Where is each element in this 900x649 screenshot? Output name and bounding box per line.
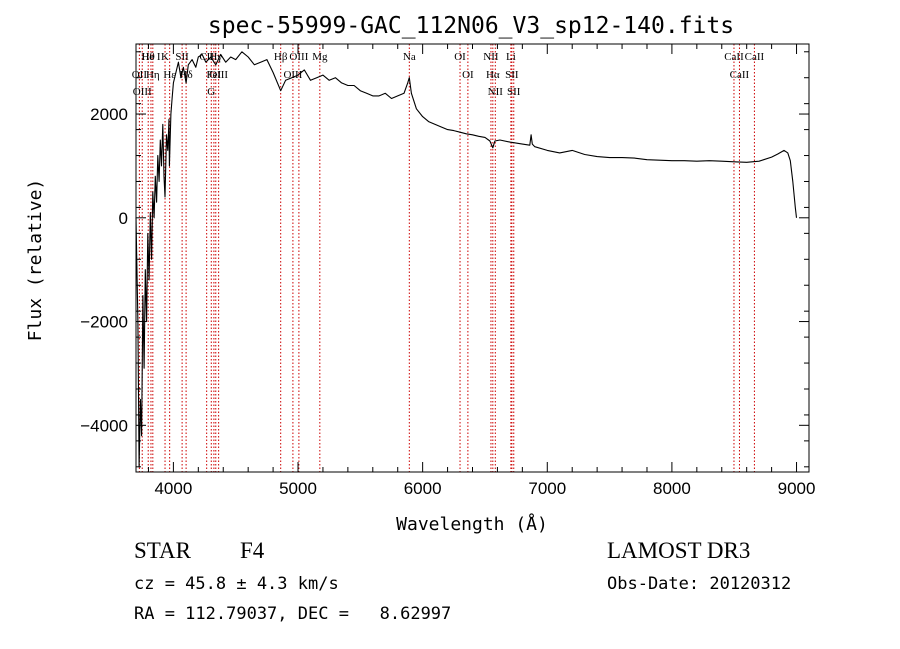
spectral-line-label: NII <box>488 86 504 98</box>
flux-line <box>135 51 798 468</box>
spectral-line-label: OII <box>132 69 148 81</box>
spectral-line-label: He I <box>141 51 161 63</box>
y-tick-label: −2000 <box>80 313 128 332</box>
x-tick-label: 5000 <box>279 479 317 498</box>
spectral-line-label: OIII <box>209 69 228 81</box>
survey-name: LAMOST DR3 <box>607 538 751 563</box>
spectral-line-label: CaII <box>745 51 765 63</box>
coordinates: RA = 112.79037, DEC = 8.62997 <box>134 604 452 624</box>
axes <box>135 43 810 473</box>
spectral-line-label: G <box>207 86 215 98</box>
spectral-line-label: K <box>161 51 169 63</box>
spectral-line-label: SII <box>505 69 519 81</box>
redshift-cz: cz = 45.8 ± 4.3 km/s <box>134 574 339 594</box>
spectral-line-label: OIII <box>133 86 152 98</box>
spectral-line-label: Hθ <box>142 51 155 63</box>
plot-frame <box>135 43 810 473</box>
spectral-line-label: OI <box>462 69 474 81</box>
spectral-lines <box>138 44 755 472</box>
spectral-line-label: Hε <box>163 69 176 81</box>
spectral-line-label: OIII <box>283 69 302 81</box>
spectral-line-label: Hβ <box>274 51 288 63</box>
spectral-line-label: NII <box>483 51 499 63</box>
x-tick-label: 9000 <box>778 479 816 498</box>
spectral-line-label: CaII <box>724 51 744 63</box>
x-tick-label: 4000 <box>154 479 192 498</box>
y-tick-label: 2000 <box>90 105 128 124</box>
y-tick-label: 0 <box>119 209 128 228</box>
flux-series <box>135 51 798 468</box>
spectral-line-label: SII <box>175 51 189 63</box>
spectral-line-label: Hδ <box>180 69 193 81</box>
observation-date: Obs-Date: 20120312 <box>607 574 792 594</box>
chart-title: spec-55999-GAC_112N06_V3_sp12-140.fits <box>208 13 734 39</box>
spectral-line-label: OI <box>454 51 466 63</box>
y-tick-label: −4000 <box>80 416 128 435</box>
spectral-line-label: Li <box>506 51 516 63</box>
object-type: STAR <box>134 538 191 563</box>
spectral-line-label: CII <box>199 51 214 63</box>
x-tick-label: 8000 <box>653 479 691 498</box>
x-axis-label: Wavelength (Å) <box>396 513 548 535</box>
object-subclass: F4 <box>240 538 265 563</box>
spectral-line-label: Na <box>403 51 416 63</box>
spectral-line-label: Hη <box>146 69 160 81</box>
spectral-line-label: SII <box>507 86 521 98</box>
ticks: 4000 5000 6000 7000 8000 9000 −4000 −2000 0 2000 <box>80 44 815 498</box>
spectral-line-label: Mg <box>312 51 328 63</box>
spectral-line-label: FeI <box>207 69 222 81</box>
spectral-line-label: Hα <box>486 69 500 81</box>
x-tick-label: 7000 <box>528 479 566 498</box>
spectral-line-label: CaII <box>730 69 750 81</box>
spectral-line-label: Hγ <box>209 51 222 63</box>
x-tick-label: 6000 <box>404 479 442 498</box>
y-axis-label: Flux (relative) <box>25 179 46 342</box>
spectral-line-label: OIII <box>289 51 308 63</box>
